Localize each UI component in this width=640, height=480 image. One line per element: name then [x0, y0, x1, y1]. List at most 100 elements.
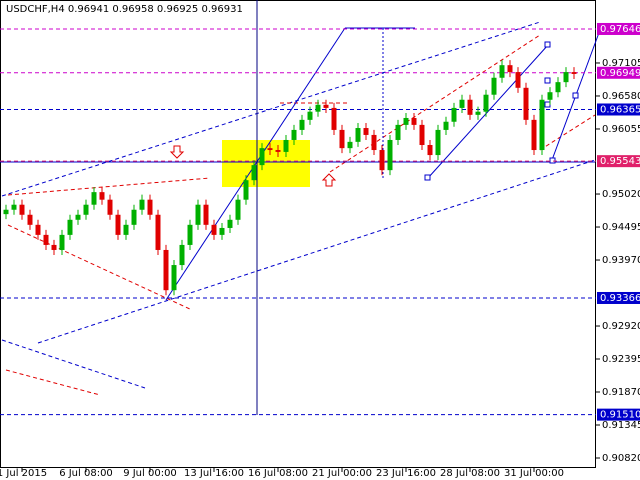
candle-body: [195, 204, 201, 225]
trendline: [539, 114, 596, 151]
candle-body: [379, 150, 385, 171]
candle-body: [51, 244, 57, 250]
trendline: [7, 224, 193, 311]
candle-body: [451, 107, 457, 122]
candle-body: [131, 209, 137, 225]
trendline: [1, 21, 541, 197]
arrow-up: [321, 173, 337, 187]
candle-body: [267, 148, 273, 151]
x-tick-label: 9 Jul 00:00: [123, 468, 177, 479]
candle-body: [355, 128, 361, 142]
candle-body: [331, 107, 337, 130]
candle-body: [315, 104, 321, 112]
candle-body: [531, 119, 537, 151]
point-marker: [544, 77, 551, 84]
candle-body: [403, 117, 409, 125]
highlight-zone: [222, 140, 310, 187]
candle-body: [107, 199, 113, 215]
y-tick-label: 0.95020: [602, 189, 640, 200]
candle-body: [427, 145, 433, 156]
candle-body: [75, 214, 81, 220]
candle-body: [19, 204, 25, 215]
candle-body: [371, 134, 377, 151]
candle-body: [67, 219, 73, 235]
point-marker: [572, 92, 579, 99]
candle-body: [163, 249, 169, 291]
y-tick-label: 0.96055: [602, 124, 640, 135]
candle-body: [483, 94, 489, 112]
y-tick-label: 0.91870: [602, 387, 640, 398]
level-tag: [597, 291, 640, 304]
candle-body: [435, 129, 441, 156]
candle-body: [123, 224, 129, 235]
candle-body: [307, 111, 313, 120]
candle-body: [547, 92, 553, 100]
candle-body: [387, 139, 393, 171]
y-tick-label: 0.92395: [602, 354, 640, 365]
candle-body: [419, 124, 425, 146]
candle-body: [155, 214, 161, 250]
candle-body: [515, 72, 521, 88]
candle-body: [27, 214, 33, 225]
y-tick-label: 0.92920: [602, 321, 640, 332]
candle-body: [219, 227, 225, 235]
level-tag: [597, 408, 640, 421]
candle-body: [507, 65, 513, 73]
candle-body: [563, 72, 569, 83]
y-tick-label: 0.97105: [602, 58, 640, 69]
level-label: 0.96949: [600, 68, 640, 79]
arrow-down: [169, 145, 185, 159]
candle-body: [523, 87, 529, 120]
y-tick-label: 0.90820: [602, 453, 640, 464]
y-tick-label: 0.91345: [602, 420, 640, 431]
candle-body: [11, 204, 17, 210]
candle-body: [443, 121, 449, 130]
chart-title: USDCHF,H4 0.96941 0.96958 0.96925 0.9693…: [6, 4, 243, 15]
y-tick-label: 0.93970: [602, 255, 640, 266]
candle-body: [203, 204, 209, 225]
candle-body: [259, 148, 265, 166]
plot-frame: [0, 0, 596, 468]
candle-body: [491, 77, 497, 95]
wave-line: [165, 27, 346, 301]
candle-body: [499, 65, 505, 78]
candle-body: [467, 99, 473, 115]
x-tick-label: 6 Jul 08:00: [59, 468, 113, 479]
candle-body: [99, 192, 105, 200]
candle-body: [3, 209, 9, 215]
point-marker: [544, 101, 551, 108]
candle-body: [411, 117, 417, 125]
point-marker: [424, 174, 431, 181]
y-tick-label: 0.96580: [602, 91, 640, 102]
level-label: 0.95543: [600, 156, 640, 167]
candle-body: [555, 82, 561, 93]
level-label: 0.93366: [600, 293, 640, 304]
candle-body: [395, 124, 401, 140]
level-label: 0.96365: [600, 104, 640, 115]
candle-body: [339, 129, 345, 149]
candle-body: [179, 244, 185, 266]
candle-body: [187, 224, 193, 245]
y-tick-label: 0.94495: [602, 222, 640, 233]
candle-body: [211, 224, 217, 235]
level-tag: [597, 103, 640, 116]
candle-body: [363, 128, 369, 135]
candle-body: [323, 104, 329, 108]
candle-body: [347, 141, 353, 149]
candle-body: [91, 192, 97, 205]
level-tag: [597, 66, 640, 79]
candle-body: [291, 129, 297, 140]
x-tick-label: 31 Jul 00:00: [504, 468, 564, 479]
candle-body: [251, 165, 257, 181]
candle-body: [243, 180, 249, 200]
candle-body: [147, 199, 153, 215]
x-tick-label: 21 Jul 00:00: [312, 468, 372, 479]
candle-body: [235, 199, 241, 220]
candle-body: [475, 111, 481, 115]
trendlines: [0, 0, 601, 415]
candle-body: [571, 72, 577, 74]
x-tick-label: 13 Jul 16:00: [184, 468, 244, 479]
candle-body: [459, 99, 465, 108]
candle-body: [171, 265, 177, 291]
